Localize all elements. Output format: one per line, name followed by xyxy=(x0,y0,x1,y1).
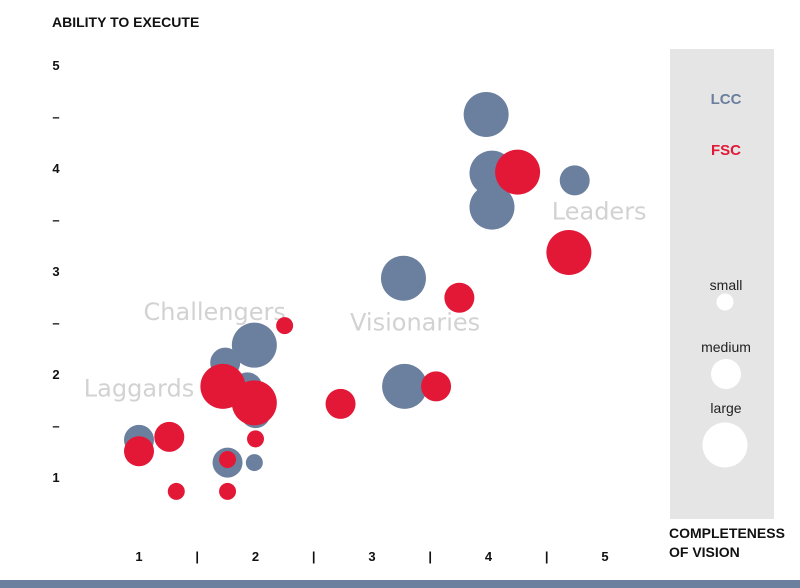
quadrant-label-leaders: Leaders xyxy=(552,197,647,225)
quadrant-label-visionaries: Visionaries xyxy=(350,309,480,337)
bubble-fsc xyxy=(231,380,277,426)
x-tick-label: 1 xyxy=(135,549,142,564)
bubble-lcc xyxy=(559,165,590,196)
y-axis-title: ABILITY TO EXECUTE xyxy=(52,14,199,30)
bubble-fsc xyxy=(167,482,185,500)
legend-fsc-label: FSC xyxy=(711,142,741,159)
bubble-fsc xyxy=(154,421,185,452)
x-tick-label: 4 xyxy=(485,549,493,564)
x-tick-label: | xyxy=(428,549,432,564)
y-tick-label: 2 xyxy=(52,367,59,382)
y-tick-label: 1 xyxy=(52,470,59,485)
legend-large-circle xyxy=(702,422,748,468)
bubble-fsc xyxy=(325,388,356,419)
x-axis-title-line-2: OF VISION xyxy=(669,544,740,560)
x-tick-label: | xyxy=(195,549,199,564)
y-tick-label: – xyxy=(52,419,59,434)
bubble-lcc xyxy=(469,184,515,230)
legend-small-circle xyxy=(716,293,734,311)
bubble-lcc xyxy=(245,454,263,472)
y-tick-label: 5 xyxy=(52,58,59,73)
y-tick-label: 4 xyxy=(52,161,60,176)
bubble-lcc xyxy=(463,91,509,137)
bubble-fsc xyxy=(495,149,541,195)
bubble-lcc xyxy=(382,363,428,409)
bubble-lcc xyxy=(231,322,277,368)
x-tick-label: | xyxy=(312,549,316,564)
bubble-fsc xyxy=(247,430,264,448)
x-tick-label: 5 xyxy=(601,549,608,564)
bubble-layer xyxy=(124,91,592,500)
bubble-fsc xyxy=(444,282,475,313)
x-tick-label: 3 xyxy=(368,549,375,564)
bubble-fsc xyxy=(124,436,154,467)
y-axis-ticks: 5 – 4 – 3 – 2 – 1 xyxy=(52,58,60,485)
legend-large-label: large xyxy=(710,400,741,416)
bubble-fsc xyxy=(546,229,592,275)
y-tick-label: – xyxy=(52,110,59,125)
x-axis-ticks: 1 | 2 | 3 | 4 | 5 xyxy=(135,549,608,564)
y-tick-label: – xyxy=(52,213,59,228)
y-tick-label: – xyxy=(52,316,59,331)
bubble-fsc xyxy=(421,371,452,402)
legend-small-label: small xyxy=(710,277,743,293)
quadrant-label-challengers: Challengers xyxy=(144,298,286,326)
bubble-fsc xyxy=(276,317,294,335)
x-tick-label: 2 xyxy=(252,549,259,564)
bubble-lcc xyxy=(380,255,426,301)
legend-lcc-label: LCC xyxy=(711,91,742,108)
bubble-fsc xyxy=(219,482,237,500)
footer-bar xyxy=(0,580,800,588)
y-tick-label: 3 xyxy=(52,264,59,279)
quadrant-labels: Leaders Challengers Visionaries Laggards xyxy=(84,197,647,402)
legend-medium-circle xyxy=(711,359,741,389)
x-axis-title-line-1: COMPLETENESS xyxy=(669,525,785,541)
x-tick-label: | xyxy=(545,549,549,564)
legend-medium-label: medium xyxy=(701,339,751,355)
quadrant-label-laggards: Laggards xyxy=(84,374,194,402)
bubble-fsc xyxy=(219,450,237,468)
